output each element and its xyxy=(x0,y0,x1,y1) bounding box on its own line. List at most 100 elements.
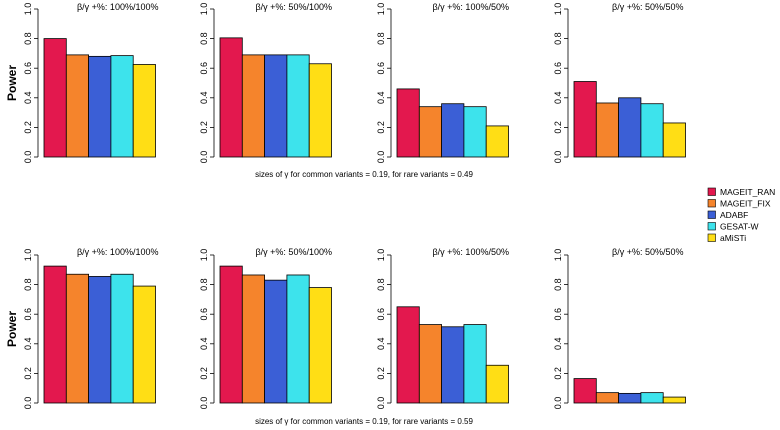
legend-swatch xyxy=(707,222,716,231)
panel: 0.0 0.2 0.4 0.6 0.8 1.0 β/γ +%: 100%/50% xyxy=(376,2,509,163)
bar-gesat-w xyxy=(286,274,310,404)
bar-gesat-w xyxy=(110,55,134,158)
y-tick-label: 0.0 xyxy=(376,397,386,410)
y-tick-label: 0.2 xyxy=(199,121,209,134)
bar-gesat-w xyxy=(463,106,487,158)
bar-gesat-w xyxy=(640,392,664,404)
y-tick-label: 1.0 xyxy=(23,3,33,16)
legend-label: GESAT-W xyxy=(720,222,759,232)
y-tick-label: 0.0 xyxy=(199,397,209,410)
y-tick-label: 1.0 xyxy=(376,249,386,262)
y-tick-label: 1.0 xyxy=(553,3,563,16)
y-tick-label: 0.6 xyxy=(376,308,386,321)
y-tick-label: 0.0 xyxy=(376,151,386,164)
bar-mageit-ran xyxy=(396,306,420,404)
panel: 0.0 0.2 0.4 0.6 0.8 1.0 β/γ +%: 50%/50% xyxy=(553,2,686,163)
y-tick-label: 0.4 xyxy=(376,92,386,105)
y-tick-label: 0.2 xyxy=(376,367,386,380)
y-tick-label: 0.8 xyxy=(199,32,209,45)
bar-mageit-fix xyxy=(595,102,619,158)
panels: Power 0.0 0.2 0.4 0.6 0.8 1.0 β/γ +%: 100%/100%… xyxy=(5,2,686,409)
y-tick-label: 0.2 xyxy=(23,367,33,380)
y-tick-label: 0.0 xyxy=(553,151,563,164)
bar-amisti xyxy=(132,64,156,158)
panel-title: β/γ +%: 50%/100% xyxy=(256,2,332,12)
y-tick-label: 0.8 xyxy=(23,32,33,45)
panel-title: β/γ +%: 100%/100% xyxy=(77,2,158,12)
y-tick-label: 0.2 xyxy=(553,121,563,134)
bar-mageit-ran xyxy=(43,265,67,404)
legend-label: MAGEIT_FIX xyxy=(720,199,771,209)
y-tick-label: 0.4 xyxy=(553,92,563,105)
y-tick-label: 0.4 xyxy=(199,92,209,105)
y-tick-label: 0.4 xyxy=(376,338,386,351)
y-tick-label: 1.0 xyxy=(376,3,386,16)
bar-amisti xyxy=(485,125,509,158)
bar-mageit-fix xyxy=(595,392,619,404)
y-tick-label: 0.4 xyxy=(199,338,209,351)
y-tick-label: 0.6 xyxy=(23,62,33,75)
y-tick-label: 0.0 xyxy=(23,151,33,164)
panel: 0.0 0.2 0.4 0.6 0.8 1.0 β/γ +%: 50%/50% xyxy=(553,247,686,409)
panel: 0.0 0.2 0.4 0.6 0.8 1.0 β/γ +%: 50%/100% xyxy=(199,247,332,409)
y-tick-label: 1.0 xyxy=(23,249,33,262)
y-tick-label: 0.6 xyxy=(23,308,33,321)
y-tick-label: 0.0 xyxy=(553,397,563,410)
y-tick-label: 0.6 xyxy=(553,62,563,75)
y-tick-label: 0.0 xyxy=(199,151,209,164)
y-tick-label: 0.4 xyxy=(23,92,33,105)
legend-label: MAGEIT_RAN xyxy=(720,187,775,197)
bar-mageit-fix xyxy=(65,54,90,158)
bar-amisti xyxy=(662,122,686,158)
bar-mageit-fix xyxy=(418,324,442,404)
bar-mageit-fix xyxy=(241,274,266,404)
panel: 0.0 0.2 0.4 0.6 0.8 1.0 β/γ +%: 50%/100% xyxy=(199,2,332,163)
y-tick-label: 0.8 xyxy=(376,278,386,291)
y-tick-label: 0.6 xyxy=(199,308,209,321)
bar-amisti xyxy=(662,396,686,404)
y-tick-label: 0.6 xyxy=(376,62,386,75)
bar-amisti xyxy=(132,285,156,404)
bar-amisti xyxy=(308,287,332,404)
bar-adabf xyxy=(441,103,465,158)
bar-adabf xyxy=(618,392,642,404)
y-tick-label: 0.8 xyxy=(199,278,209,291)
bar-amisti xyxy=(308,63,332,158)
bar-mageit-ran xyxy=(219,37,243,158)
y-tick-label: 1.0 xyxy=(199,249,209,262)
bar-mageit-fix xyxy=(241,54,266,158)
row-caption: sizes of γ for common variants = 0.19, f… xyxy=(255,170,473,179)
legend-swatch xyxy=(707,210,716,219)
y-tick-label: 1.0 xyxy=(199,3,209,16)
bar-mageit-fix xyxy=(65,273,90,404)
bar-adabf xyxy=(618,97,642,158)
panel-title: β/γ +%: 50%/50% xyxy=(612,247,683,257)
legend-label: aMiSTi xyxy=(720,233,746,243)
bar-gesat-w xyxy=(640,103,664,158)
bar-adabf xyxy=(441,326,465,404)
bar-adabf xyxy=(88,276,112,404)
y-tick-label: 0.8 xyxy=(553,278,563,291)
bar-gesat-w xyxy=(286,54,310,158)
panel-title: β/γ +%: 50%/50% xyxy=(612,2,683,12)
bar-mageit-ran xyxy=(396,88,420,158)
y-tick-label: 1.0 xyxy=(553,249,563,262)
bar-mageit-ran xyxy=(43,38,67,158)
bar-adabf xyxy=(264,54,288,158)
bar-amisti xyxy=(485,364,509,404)
bar-mageit-ran xyxy=(219,265,243,404)
legend-label: ADABF xyxy=(720,210,748,220)
y-tick-label: 0.2 xyxy=(553,367,563,380)
legend-swatch xyxy=(707,199,716,208)
panel-title: β/γ +%: 100%/50% xyxy=(433,2,509,12)
y-tick-label: 0.2 xyxy=(376,121,386,134)
y-tick-label: 0.6 xyxy=(553,308,563,321)
panel: 0.0 0.2 0.4 0.6 0.8 1.0 β/γ +%: 100%/100% xyxy=(23,247,158,409)
panel-title: β/γ +%: 100%/50% xyxy=(433,247,509,257)
panel: 0.0 0.2 0.4 0.6 0.8 1.0 β/γ +%: 100%/50% xyxy=(376,247,509,409)
row-caption: sizes of γ for common variants = 0.19, f… xyxy=(255,417,473,426)
panel-title: β/γ +%: 100%/100% xyxy=(77,247,158,257)
y-axis-label: Power xyxy=(5,311,19,347)
